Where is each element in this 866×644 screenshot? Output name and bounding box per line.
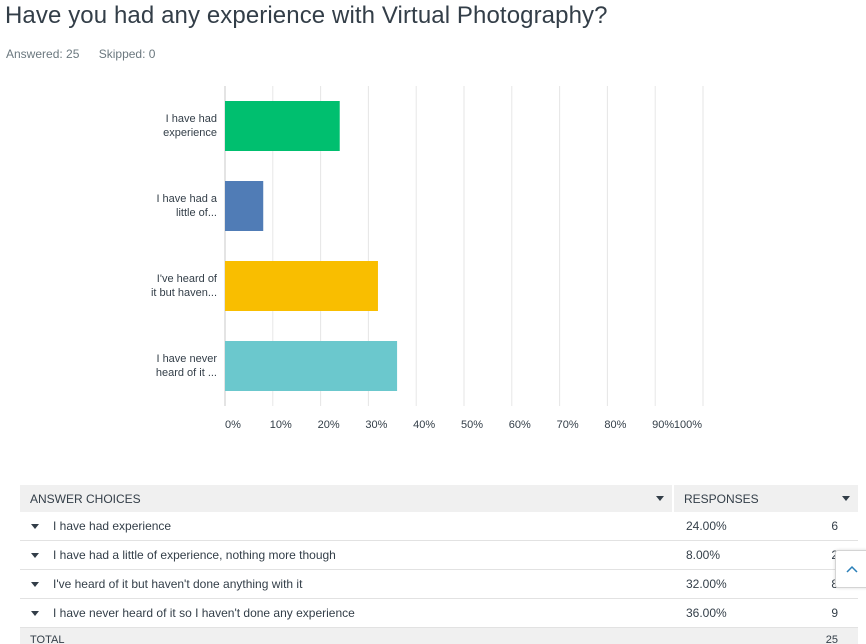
bar-chart: 0% 10% 20% 30% 40% 50% 60% 70% 80% 90% 100% I have …: [151, 86, 704, 431]
x-tick-label: 20%: [318, 419, 340, 431]
category-label: I have had a little of...: [156, 193, 217, 219]
answer-choice-text: I've heard of it but haven't done anythi…: [53, 577, 303, 591]
response-count: 9: [831, 606, 838, 620]
table-row: I have had a little of experience, nothi…: [20, 541, 858, 570]
category-label: I've heard of it but haven...: [151, 273, 218, 299]
x-tick-label: 70%: [557, 419, 579, 431]
caret-down-icon[interactable]: [842, 496, 850, 501]
x-tick-label: 50%: [461, 419, 483, 431]
skipped-count: Skipped: 0: [98, 47, 156, 61]
answer-choice-text: I have never heard of it so I haven't do…: [53, 606, 355, 620]
answer-choices-header[interactable]: ANSWER CHOICES: [20, 485, 674, 512]
answered-count: Answered: 25: [6, 47, 80, 61]
table-header: ANSWER CHOICES RESPONSES: [20, 485, 858, 512]
caret-down-icon[interactable]: [656, 496, 664, 501]
response-stats: Answered: 25 Skipped: 0: [6, 47, 171, 61]
answer-choice-text: I have had experience: [53, 519, 172, 533]
bar: [225, 341, 398, 391]
responses-header[interactable]: RESPONSES: [674, 485, 858, 512]
x-tick-label: 80%: [604, 419, 626, 431]
question-title: Have you had any experience with Virtual…: [5, 2, 608, 29]
bar: [225, 101, 340, 151]
caret-down-icon[interactable]: [31, 581, 39, 587]
x-tick-label: 30%: [365, 419, 387, 431]
caret-down-icon[interactable]: [31, 552, 39, 558]
x-tick-label: 10%: [270, 419, 292, 431]
response-count: 2: [806, 548, 858, 562]
response-percent: 8.00%: [686, 548, 721, 562]
answer-choice-text: I have had a little of experience, nothi…: [53, 548, 336, 562]
x-tick-label: 60%: [509, 419, 531, 431]
total-row: TOTAL 25: [20, 628, 858, 644]
bar: [225, 261, 378, 311]
total-label: TOTAL: [30, 634, 65, 644]
chevron-up-icon: [846, 565, 858, 573]
response-percent: 24.00%: [686, 519, 727, 533]
x-tick-label: 90%: [652, 419, 674, 431]
category-label: I have never heard of it ...: [156, 353, 217, 379]
response-percent: 36.00%: [686, 606, 727, 620]
answer-choices-header-label: ANSWER CHOICES: [30, 491, 141, 506]
category-label: I have had experience: [163, 113, 217, 139]
x-tick-label: 40%: [413, 419, 435, 431]
caret-down-icon[interactable]: [31, 610, 39, 616]
x-tick-label: 100%: [674, 419, 702, 431]
response-percent: 32.00%: [686, 577, 727, 591]
table-row: I have never heard of it so I haven't do…: [20, 599, 858, 628]
table-row: I have had experience 24.00% 6: [20, 512, 858, 541]
response-count: 8: [806, 577, 858, 591]
table-row: I've heard of it but haven't done anythi…: [20, 570, 858, 599]
bar: [225, 181, 264, 231]
x-tick-label: 0%: [225, 419, 241, 431]
responses-table: ANSWER CHOICES RESPONSES I have had expe…: [20, 485, 858, 644]
responses-header-label: RESPONSES: [684, 491, 759, 506]
caret-down-icon[interactable]: [31, 523, 39, 529]
scroll-to-top-button[interactable]: [835, 550, 866, 588]
response-count: 6: [831, 519, 838, 533]
total-value: 25: [825, 634, 838, 644]
